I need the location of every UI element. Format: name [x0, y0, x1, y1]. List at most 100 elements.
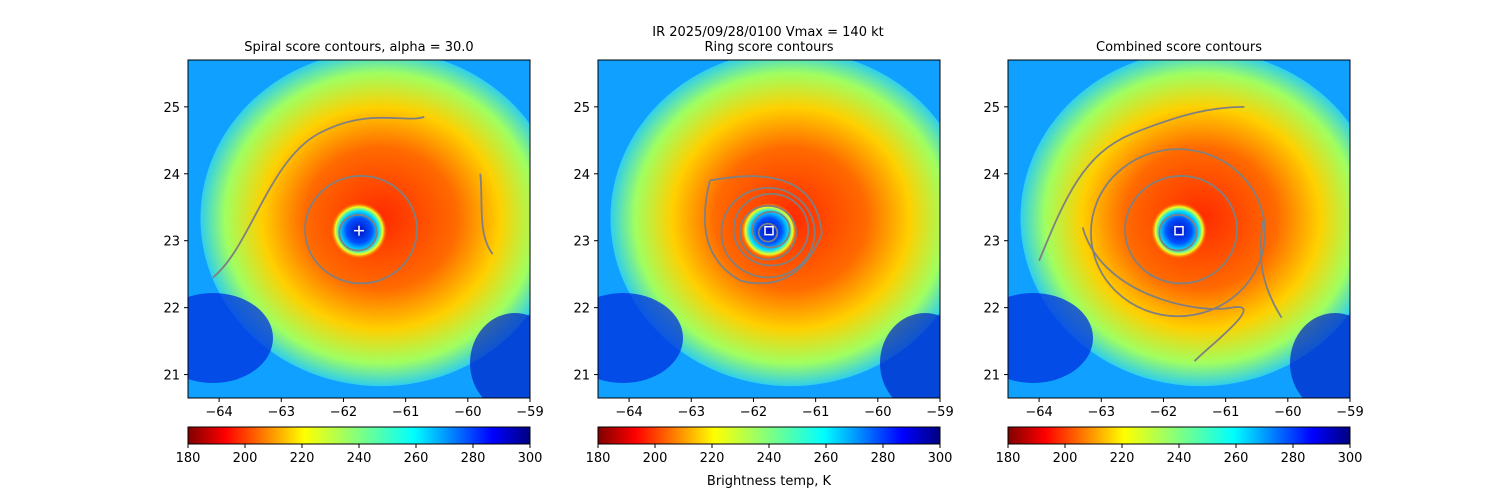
colorbar: 180 200 220 240 260 280 300 — [176, 426, 543, 466]
axes-frame — [187, 59, 531, 399]
center-marker — [764, 225, 774, 236]
clear-air-region — [188, 293, 273, 383]
contour-line — [1158, 213, 1198, 252]
clear-air-region — [880, 313, 940, 398]
contour-line — [732, 192, 810, 267]
panel-title: Combined score contours — [1096, 40, 1262, 55]
contour-line — [1090, 148, 1266, 318]
contour-line — [1038, 105, 1245, 262]
colorbar-tick-label: 300 — [928, 451, 953, 466]
x-tick-label: −59 — [516, 405, 543, 420]
x-tick-label: −63 — [268, 405, 295, 420]
panel-3: Combined score contours −64 −63 −62 −61 −60 −5… — [983, 40, 1363, 466]
contour-line — [720, 187, 816, 279]
colorbar-tick-label: 300 — [518, 451, 543, 466]
colorbar-bar — [597, 426, 941, 445]
panel-title: Spiral score contours, alpha = 30.0 — [244, 40, 473, 55]
score-contours — [703, 175, 823, 285]
panel-2: Ring score contours −64 −63 −62 −61 −60 −59 21 2… — [573, 40, 953, 466]
x-tick-label: −62 — [740, 405, 767, 420]
contour-line — [338, 213, 378, 252]
colorbar-tick-label: 180 — [996, 451, 1021, 466]
y-tick-label: 21 — [573, 369, 590, 384]
x-tick-label: −64 — [205, 405, 232, 420]
colorbar-tick-label: 260 — [814, 451, 839, 466]
colorbar-tick-label: 200 — [1053, 451, 1078, 466]
y-tick-label: 22 — [163, 302, 180, 317]
colorbar-bar — [1007, 426, 1351, 445]
y-tick-label: 22 — [573, 302, 590, 317]
colorbar-tick-label: 240 — [1167, 451, 1192, 466]
x-tick-label: −60 — [864, 405, 891, 420]
y-tick-label: 25 — [573, 101, 590, 116]
x-tick-label: −61 — [802, 405, 829, 420]
colorbar-label: Brightness temp, K — [707, 474, 832, 489]
x-tick-label: −60 — [454, 405, 481, 420]
colorbar-tick-label: 200 — [233, 451, 258, 466]
contour-line — [1081, 227, 1245, 362]
colorbar-tick-label: 280 — [1281, 451, 1306, 466]
brightness-temp-image — [598, 60, 940, 398]
colorbar-tick-label: 220 — [1110, 451, 1135, 466]
contour-line — [1259, 220, 1283, 319]
axes-frame — [597, 59, 941, 399]
colorbar-tick-label: 180 — [586, 451, 611, 466]
y-tick-label: 23 — [573, 235, 590, 250]
clear-air-region — [1008, 293, 1093, 383]
panel-title: Ring score contours — [704, 40, 833, 55]
colorbar: 180 200 220 240 260 280 300 — [586, 426, 953, 466]
contour-line — [212, 116, 425, 279]
colorbar-tick-label: 260 — [1224, 451, 1249, 466]
y-tick-label: 21 — [983, 369, 1000, 384]
colorbar-tick-label: 240 — [757, 451, 782, 466]
y-tick-label: 25 — [983, 101, 1000, 116]
x-tick-label: −59 — [1336, 405, 1363, 420]
x-tick-label: −61 — [1212, 405, 1239, 420]
clear-air-region — [470, 313, 530, 398]
colorbar: 180 200 220 240 260 280 300 — [996, 426, 1363, 466]
colorbar-bar — [187, 426, 531, 445]
y-tick-label: 25 — [163, 101, 180, 116]
y-tick-label: 24 — [573, 168, 590, 183]
clear-air-region — [1290, 313, 1350, 398]
y-tick-label: 21 — [163, 369, 180, 384]
brightness-temp-image — [188, 60, 530, 398]
colorbar-tick-label: 300 — [1338, 451, 1363, 466]
x-tick-label: −61 — [392, 405, 419, 420]
score-contours — [212, 116, 494, 285]
y-tick-label: 24 — [163, 168, 180, 183]
colorbar-tick-label: 180 — [176, 451, 201, 466]
contour-line — [479, 173, 494, 255]
y-tick-label: 23 — [163, 235, 180, 250]
score-contours — [1038, 105, 1283, 362]
x-tick-label: −63 — [1088, 405, 1115, 420]
colorbar-tick-label: 220 — [290, 451, 315, 466]
center-marker — [1174, 225, 1184, 236]
x-tick-label: −62 — [1150, 405, 1177, 420]
x-tick-label: −59 — [926, 405, 953, 420]
panel-1: Spiral score contours, alpha = 30.0 −64 −6… — [163, 40, 543, 466]
y-tick-label: 23 — [983, 235, 1000, 250]
colorbar-tick-label: 240 — [347, 451, 372, 466]
contour-line — [751, 210, 791, 249]
colorbar-tick-label: 260 — [404, 451, 429, 466]
x-tick-label: −62 — [330, 405, 357, 420]
contour-line — [757, 222, 779, 243]
colorbar-tick-label: 200 — [643, 451, 668, 466]
y-tick-label: 24 — [983, 168, 1000, 183]
colorbar-tick-label: 280 — [871, 451, 896, 466]
contour-line — [304, 175, 418, 285]
suptitle: IR 2025/09/28/0100 Vmax = 140 kt — [652, 25, 883, 40]
contour-line — [1124, 175, 1238, 285]
contour-line — [703, 175, 823, 285]
x-tick-label: −64 — [615, 405, 642, 420]
colorbar-tick-label: 280 — [461, 451, 486, 466]
x-tick-label: −63 — [678, 405, 705, 420]
contour-line — [739, 204, 797, 261]
colorbar-tick-label: 220 — [700, 451, 725, 466]
x-tick-label: −64 — [1025, 405, 1052, 420]
x-tick-label: −60 — [1274, 405, 1301, 420]
clear-air-region — [598, 293, 683, 383]
brightness-temp-image — [1008, 60, 1350, 398]
